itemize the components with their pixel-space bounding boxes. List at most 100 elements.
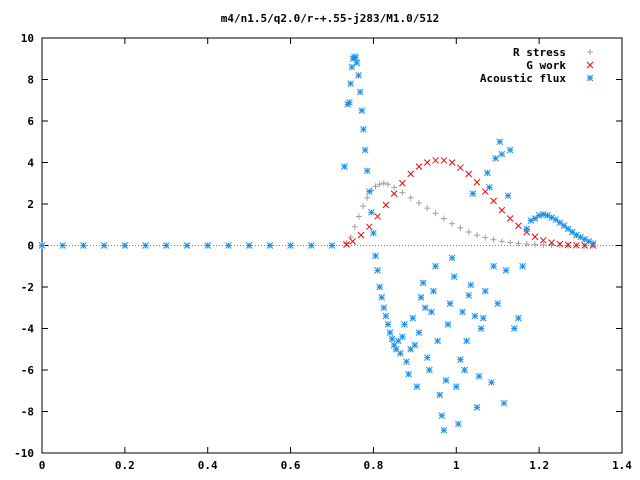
point-acoustic-flux xyxy=(413,383,421,390)
y-tick-label: 8 xyxy=(27,74,34,87)
point-r-stress xyxy=(364,194,371,201)
point-g-work xyxy=(564,241,572,249)
point-acoustic-flux xyxy=(245,242,253,249)
point-r-stress xyxy=(490,236,497,243)
point-g-work xyxy=(490,197,497,205)
point-acoustic-flux xyxy=(434,337,441,345)
point-r-stress xyxy=(372,183,379,190)
point-acoustic-flux xyxy=(461,366,468,374)
chart-title: m4/n1.5/q2.0/r-+.55-j283/M1.0/512 xyxy=(221,12,440,25)
x-tick-label: 1 xyxy=(453,459,460,472)
point-acoustic-flux xyxy=(370,229,377,237)
point-g-work xyxy=(556,240,564,248)
point-acoustic-flux xyxy=(479,314,487,322)
point-acoustic-flux xyxy=(589,240,597,247)
point-acoustic-flux xyxy=(183,242,191,249)
point-acoustic-flux xyxy=(564,225,572,233)
point-acoustic-flux xyxy=(436,391,444,399)
point-r-stress xyxy=(474,232,480,239)
point-g-work xyxy=(399,179,406,187)
point-r-stress xyxy=(416,199,422,206)
x-tick-label: 0.8 xyxy=(363,459,383,472)
point-g-work xyxy=(382,201,390,209)
legend-marker-acoustic-flux xyxy=(586,74,594,82)
y-tick-label: 6 xyxy=(27,115,34,128)
point-acoustic-flux xyxy=(38,242,46,249)
point-r-stress xyxy=(507,239,514,246)
point-g-work xyxy=(374,213,381,220)
point-r-stress xyxy=(457,224,464,231)
y-tick-label: 2 xyxy=(27,198,34,211)
point-acoustic-flux xyxy=(307,242,315,249)
y-tick-label: -6 xyxy=(21,364,35,377)
point-acoustic-flux xyxy=(448,254,456,262)
point-g-work xyxy=(390,190,398,197)
point-acoustic-flux xyxy=(486,184,493,191)
point-acoustic-flux xyxy=(328,242,336,249)
point-g-work xyxy=(506,215,514,222)
point-acoustic-flux xyxy=(535,212,543,219)
ticks: 0 0.2 0.4 0.6 0.8 1 1.2 1.4 10 8 6 4 2 0 -2 -4 -6 -8 -10 xyxy=(14,32,632,472)
point-g-work xyxy=(343,241,350,248)
point-acoustic-flux xyxy=(346,98,353,106)
point-acoustic-flux xyxy=(380,304,388,312)
point-acoustic-flux xyxy=(347,80,354,88)
point-r-stress xyxy=(482,234,489,241)
legend-item-acoustic-flux: Acoustic flux xyxy=(480,72,594,85)
point-acoustic-flux xyxy=(500,399,508,407)
y-tick-label: 4 xyxy=(27,157,34,170)
point-r-stress xyxy=(465,229,472,236)
point-acoustic-flux xyxy=(430,287,437,295)
point-acoustic-flux xyxy=(100,242,108,249)
point-acoustic-flux xyxy=(463,337,470,345)
point-acoustic-flux xyxy=(473,403,481,411)
point-acoustic-flux xyxy=(442,377,450,384)
point-r-stress xyxy=(424,205,431,212)
point-acoustic-flux xyxy=(368,208,375,216)
point-acoustic-flux xyxy=(225,242,232,249)
point-acoustic-flux xyxy=(459,308,466,316)
point-acoustic-flux xyxy=(348,63,356,71)
point-g-work xyxy=(349,237,357,245)
x-tick-label: 0 xyxy=(39,459,46,472)
point-g-work xyxy=(515,222,522,230)
x-tick-label: 0.2 xyxy=(115,459,135,472)
point-g-work xyxy=(548,239,555,246)
point-acoustic-flux xyxy=(494,300,502,307)
point-acoustic-flux xyxy=(80,242,87,249)
point-r-stress xyxy=(391,184,398,191)
point-acoustic-flux xyxy=(401,320,408,328)
point-acoustic-flux xyxy=(531,215,539,222)
point-acoustic-flux xyxy=(341,163,348,171)
point-r-stress xyxy=(540,241,547,248)
point-acoustic-flux xyxy=(450,273,458,280)
series-acoustic-flux xyxy=(38,53,597,434)
point-acoustic-flux xyxy=(388,335,396,343)
point-acoustic-flux xyxy=(560,222,568,230)
point-g-work xyxy=(432,157,439,164)
point-acoustic-flux xyxy=(365,188,373,195)
point-acoustic-flux xyxy=(399,333,406,341)
point-r-stress xyxy=(498,238,505,245)
point-acoustic-flux xyxy=(384,320,392,328)
point-acoustic-flux xyxy=(488,379,495,386)
y-tick-label: -4 xyxy=(21,323,35,336)
point-g-work xyxy=(448,159,456,166)
point-acoustic-flux xyxy=(490,262,497,270)
point-acoustic-flux xyxy=(266,242,274,249)
point-acoustic-flux xyxy=(423,354,431,361)
point-r-stress xyxy=(432,210,439,217)
point-acoustic-flux xyxy=(438,412,446,420)
point-acoustic-flux xyxy=(352,54,359,62)
point-acoustic-flux xyxy=(361,146,369,154)
point-g-work xyxy=(365,223,373,231)
point-acoustic-flux xyxy=(504,192,512,200)
legend-item-g-work: G work xyxy=(526,59,594,72)
point-acoustic-flux xyxy=(409,314,417,322)
point-acoustic-flux xyxy=(392,345,400,353)
point-acoustic-flux xyxy=(556,219,564,227)
point-acoustic-flux xyxy=(405,370,412,378)
